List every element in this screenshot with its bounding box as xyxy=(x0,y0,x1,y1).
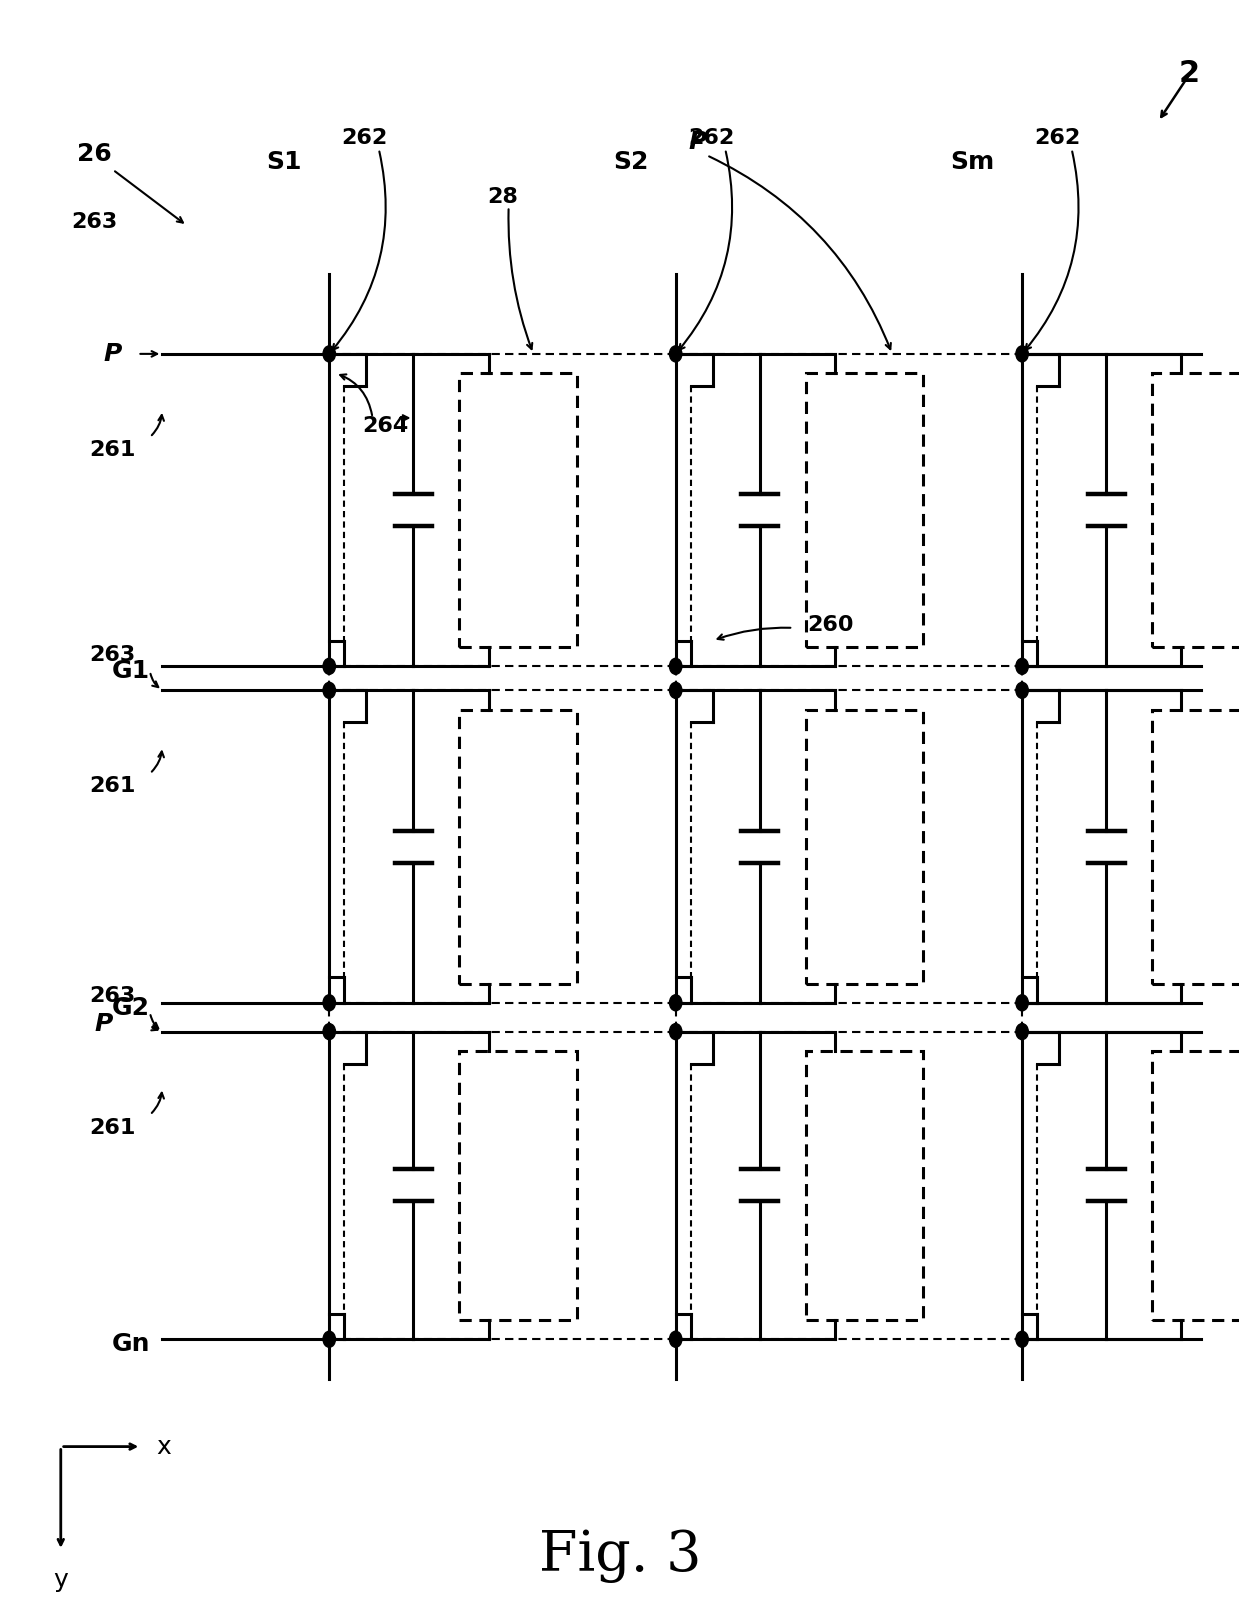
Text: G1: G1 xyxy=(112,660,150,684)
Circle shape xyxy=(670,345,682,361)
Circle shape xyxy=(670,1331,682,1347)
Text: P: P xyxy=(94,1011,113,1035)
Bar xyxy=(1152,372,1240,647)
Text: Sm: Sm xyxy=(951,149,994,173)
Text: 262: 262 xyxy=(342,127,388,148)
Text: G2: G2 xyxy=(112,995,150,1019)
Bar xyxy=(1152,709,1240,984)
Text: 2: 2 xyxy=(1178,59,1199,88)
Circle shape xyxy=(324,682,336,698)
Text: S2: S2 xyxy=(613,149,649,173)
Circle shape xyxy=(1016,995,1028,1011)
Text: 262: 262 xyxy=(688,127,734,148)
Text: 263: 263 xyxy=(71,212,118,233)
Bar xyxy=(459,709,577,984)
Bar xyxy=(1152,1051,1240,1319)
Circle shape xyxy=(1016,682,1028,698)
Text: x: x xyxy=(156,1435,171,1459)
Text: Fig. 3: Fig. 3 xyxy=(538,1528,702,1583)
Circle shape xyxy=(324,1331,336,1347)
Circle shape xyxy=(324,1024,336,1040)
Circle shape xyxy=(670,995,682,1011)
Bar xyxy=(806,709,923,984)
Circle shape xyxy=(1016,658,1028,674)
Bar xyxy=(806,372,923,647)
Text: 262: 262 xyxy=(1034,127,1081,148)
Circle shape xyxy=(1016,1024,1028,1040)
Text: y: y xyxy=(53,1568,68,1592)
Text: P: P xyxy=(104,342,122,366)
Text: P: P xyxy=(688,130,707,154)
Circle shape xyxy=(324,995,336,1011)
Text: S1: S1 xyxy=(267,149,303,173)
Circle shape xyxy=(324,658,336,674)
Text: 261: 261 xyxy=(89,440,136,461)
Circle shape xyxy=(1016,345,1028,361)
Circle shape xyxy=(1016,1331,1028,1347)
Bar xyxy=(459,1051,577,1319)
Text: 28: 28 xyxy=(487,186,518,207)
Text: Gn: Gn xyxy=(112,1332,150,1356)
Text: 26: 26 xyxy=(77,141,112,165)
Circle shape xyxy=(670,1024,682,1040)
Text: 261: 261 xyxy=(89,1117,136,1138)
Text: 263: 263 xyxy=(89,645,136,664)
Circle shape xyxy=(324,345,336,361)
Text: 264: 264 xyxy=(362,416,408,437)
Circle shape xyxy=(670,682,682,698)
Text: 263: 263 xyxy=(89,987,136,1006)
Bar xyxy=(459,372,577,647)
Text: 261: 261 xyxy=(89,777,136,796)
Bar xyxy=(806,1051,923,1319)
Circle shape xyxy=(670,658,682,674)
Text: 260: 260 xyxy=(807,615,853,634)
